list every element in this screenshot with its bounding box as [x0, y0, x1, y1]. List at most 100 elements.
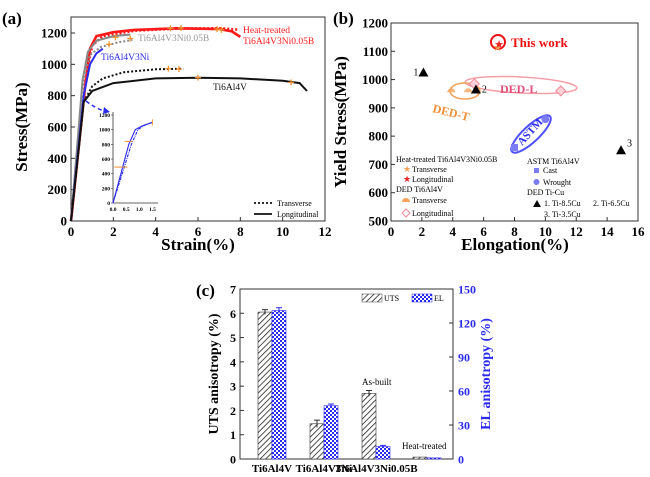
- point-ded-ti-cu-1-ti-8-5cu: [418, 67, 429, 77]
- label-heat-treated: Heat-treated: [243, 26, 290, 36]
- inset-y-tick-label: 600: [102, 157, 111, 163]
- point-heat-treated-ti6al4v3ni0-05b-transverse: ★: [493, 42, 503, 54]
- inset-y-tick-label: 400: [102, 172, 111, 178]
- annotation-heat-treated: Heat-treated: [402, 441, 447, 451]
- legend-group-heat-treated: Heat-treated Ti6Al4V3Ni0.05B: [396, 155, 497, 164]
- x-tick-label: 8: [511, 224, 518, 239]
- panel-c-axis-ticks: 0 1 2 3 4 5 6 7 0 30 60 90 120 150 Ti6Al4V Ti6Al4V3NiTi…: [230, 283, 476, 476]
- panel-b-points: ★★123: [413, 39, 632, 155]
- y-tick-label: 700: [369, 157, 389, 172]
- point-astm-ti6al4v-wrought: [541, 115, 550, 124]
- panel-label-a: (a): [2, 9, 22, 28]
- legend-ht-longitudinal-label: Longitudinal: [412, 175, 454, 184]
- legend-ded-transverse-label: Transverse: [412, 196, 447, 205]
- legend-uts-label: UTS: [384, 294, 399, 303]
- panel-a-curves: [69, 26, 308, 222]
- y-tick-label: 1000: [41, 57, 67, 72]
- x-tick-label: 4: [450, 224, 457, 239]
- annotation-ded-t: DED-T: [431, 101, 471, 124]
- y-tick-label: 800: [48, 88, 68, 103]
- bar-uts-heat-treated: [412, 456, 428, 460]
- inset-pointer-arrow: [85, 100, 105, 112]
- panel-b-legend: Heat-treated Ti6Al4V3Ni0.05B ★ Transvers…: [396, 155, 630, 219]
- y-tick-label: 1000: [362, 72, 388, 87]
- panel-b: (b) 0 2 4 6 8 10 12 14 1650060070080090010001100…: [331, 9, 645, 254]
- label-ti6al4v: Ti6Al4V: [213, 83, 247, 93]
- panel-b-ylabel: Yield Stress(MPa): [331, 56, 350, 188]
- curve-heat-treated-ti6al4v3ni0-05b: [69, 26, 242, 222]
- panel-b-xlabel: Elongation(%): [461, 235, 569, 254]
- y2-tick-label: 60: [458, 385, 470, 399]
- legend-el-swatch: [411, 293, 433, 303]
- y-tick-label: 1200: [362, 16, 388, 31]
- y2-tick-label: 90: [458, 351, 470, 365]
- inset-curve: [112, 121, 153, 204]
- bar-el: [375, 446, 391, 460]
- bar-uts: [309, 423, 325, 460]
- panel-a-legend: Transverse Longitudinal: [254, 199, 319, 219]
- point-label: 2: [482, 84, 487, 95]
- panel-c-ylabel: UTS anisotropy (%): [207, 313, 222, 434]
- inset-y-tick-label: 200: [102, 186, 111, 192]
- point-ded-ti6al4v-transverse: [447, 88, 456, 93]
- y-tick-label: 3: [230, 380, 236, 394]
- curve-heat-treated-ti6al4v3ni0-05b-transverse-: [69, 26, 239, 222]
- astm-ellipse: [510, 114, 552, 154]
- legend-ht-longitudinal-icon: ★: [403, 174, 411, 184]
- x-tick-label: 8: [237, 224, 244, 239]
- point-heat-treated-ti6al4v3ni0-05b-longitudinal: ★: [494, 39, 504, 51]
- y-tick-label: 5: [230, 331, 236, 345]
- inset-x-tick-label: 0.0: [110, 207, 117, 213]
- bar-uts: [361, 393, 377, 460]
- y-tick-label: 900: [369, 100, 389, 115]
- panel-a-axis-ticks: 0 2 4 6 8 10 12 0 200 400 600 800 1000 1200: [41, 26, 332, 240]
- panel-a-inset: 0.0 0.5 1.0 1.5 0 200 400 600 800 1000 1200: [85, 100, 158, 213]
- curve-ti6al4v3ni0-05b-transverse-: [70, 39, 133, 222]
- label-ti6al4v3ni005b: Ti6Al4V3Ni0.05B: [138, 34, 209, 44]
- y-tick-label: 600: [369, 185, 389, 200]
- annotation-ded-l: DED-L: [500, 82, 537, 96]
- point-ded-ti6al4v-transverse: [464, 88, 473, 93]
- legend-ti-8-5cu-label: 1. Ti-8.5Cu: [544, 199, 581, 208]
- y-tick-label: 2: [230, 404, 236, 418]
- inset-arrowhead-icon: [103, 107, 110, 114]
- legend-ded-longitudinal-icon: [401, 208, 411, 218]
- y2-tick-label: 150: [458, 283, 476, 297]
- x-tick-label: 10: [539, 224, 552, 239]
- y-tick-label: 600: [48, 120, 68, 135]
- panel-a: (a) 0 2 4 6 8 10 12 0 200 400 600 800 1000 1200 Stres…: [2, 9, 332, 254]
- panel-a-ylabel: Stress(MPa): [12, 82, 31, 171]
- legend-transverse-label: Transverse: [277, 199, 312, 208]
- x-tick-label: 10: [276, 224, 289, 239]
- legend-group-astm: ASTM Ti6Al4V: [527, 157, 580, 166]
- inset-y-tick-label: 1200: [99, 113, 110, 119]
- bar-uts: [257, 311, 273, 460]
- panel-label-b: (b): [333, 9, 354, 28]
- legend-ht-transverse-label: Transverse: [412, 165, 447, 174]
- legend-cast-icon: [534, 168, 539, 173]
- legend-ht-transverse-icon: ★: [403, 164, 411, 174]
- inset-y-tick-label: 0: [107, 201, 110, 207]
- y-tick-label: 4: [230, 355, 236, 369]
- point-ded-ti6al4v-longitudinal: [555, 85, 567, 97]
- label-heat-treated-alloy: Ti6Al4V3Ni0.05B: [243, 37, 314, 47]
- legend-ti-6-5cu-label: 2. Ti-6.5Cu: [593, 199, 630, 208]
- y-tick-label: 0: [230, 453, 236, 467]
- point-label: 3: [627, 138, 632, 149]
- y-tick-label: 1100: [363, 44, 388, 59]
- annotation-this-work: This work: [511, 35, 568, 50]
- point-ded-ti-cu-3-ti-3-5cu: [616, 145, 627, 155]
- x-tick-label: 6: [195, 224, 202, 239]
- y-tick-label: 500: [369, 214, 389, 229]
- x-tick-label: 2: [110, 224, 117, 239]
- x-tick-label: 14: [601, 224, 615, 239]
- y-tick-label: 1: [230, 428, 236, 442]
- panel-label-c: (c): [196, 281, 215, 300]
- panel-a-xlabel: Strain(%): [161, 235, 235, 254]
- legend-group-ded-ti-cu: DED Ti-Cu: [527, 188, 564, 197]
- x-tick-label: Ti6Al4V: [252, 463, 292, 475]
- y-tick-label: 400: [48, 151, 68, 166]
- inset-x-tick-label: 1.5: [149, 207, 156, 213]
- label-ti6al4v3ni: Ti6Al4V3Ni: [101, 53, 150, 63]
